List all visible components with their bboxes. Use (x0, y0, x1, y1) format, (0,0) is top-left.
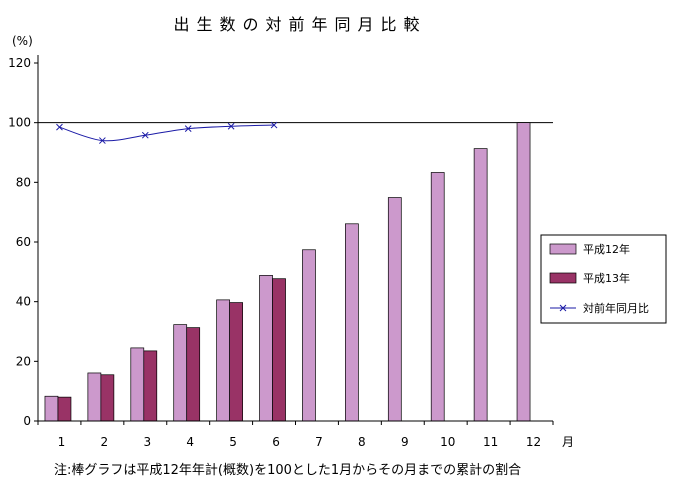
chart-title: 出生数の対前年同月比較 (173, 15, 426, 34)
x-tick-label: 2 (101, 435, 109, 449)
bar-heisei12-month-12 (516, 122, 531, 422)
y-tick-labels: 0 20 40 60 80 100 120 (8, 56, 31, 428)
legend-label-heisei13: 平成13年 (583, 271, 630, 285)
bar-heisei12-month-7 (302, 249, 316, 422)
y-tick-label: 80 (16, 175, 31, 189)
x-tick-label: 8 (358, 435, 366, 449)
x-tick-label: 5 (229, 435, 237, 449)
y-axis-unit: (%) (12, 34, 33, 48)
x-axis-unit: 月 (562, 435, 574, 449)
ratio-line-series (56, 121, 278, 144)
bars (44, 122, 531, 422)
y-tick-label: 120 (8, 56, 31, 70)
bar-heisei12-month-9 (387, 197, 402, 422)
bar-heisei12-month-1 (44, 395, 59, 422)
x-tick-label: 12 (526, 435, 541, 449)
bar-heisei13-month-6 (272, 278, 286, 422)
bar-heisei13-month-4 (186, 327, 201, 422)
ratio-marker-month-2 (99, 137, 106, 144)
ratio-marker-month-5 (227, 122, 235, 130)
y-tick-label: 100 (8, 116, 31, 130)
x-tick-label: 4 (186, 435, 194, 449)
legend-swatch-heisei13 (549, 272, 577, 284)
ratio-marker-month-6 (270, 121, 278, 129)
legend-swatch-heisei12 (549, 243, 577, 255)
bar-heisei13-month-2 (100, 374, 115, 422)
bar-heisei12-month-5 (216, 299, 230, 422)
ratio-marker-month-4 (184, 125, 192, 132)
x-tick-label: 10 (440, 435, 455, 449)
x-tick-label: 1 (58, 435, 66, 449)
bar-heisei13-month-1 (57, 396, 72, 422)
bar-heisei12-month-3 (130, 347, 145, 422)
bar-heisei12-month-11 (473, 148, 488, 422)
bar-heisei12-month-2 (87, 372, 102, 422)
y-tick-label: 60 (16, 235, 31, 249)
x-tick-label: 3 (143, 435, 151, 449)
ratio-marker-month-1 (56, 123, 63, 131)
bar-heisei12-month-8 (345, 223, 359, 422)
chart-footnote: 注:棒グラフは平成12年年計(概数)を100とした1月からその月までの累計の割合 (54, 462, 521, 478)
ratio-line (59, 124, 275, 142)
axes (34, 55, 554, 425)
bar-heisei12-month-4 (173, 324, 188, 422)
x-tick-label: 7 (315, 435, 323, 449)
x-tick-labels: 1 2 3 4 5 6 7 8 9 10 11 12 (58, 435, 542, 449)
x-tick-label: 11 (483, 435, 498, 449)
bar-heisei12-month-6 (259, 275, 273, 422)
y-tick-label: 20 (16, 354, 31, 368)
legend-swatch-ratio-line (550, 304, 576, 312)
legend: 平成12年 平成13年 対前年同月比 (540, 234, 667, 324)
bar-heisei13-month-5 (229, 302, 243, 422)
x-tick-label: 9 (401, 435, 409, 449)
legend-line-marker (559, 304, 567, 312)
bar-heisei13-month-3 (143, 350, 158, 422)
legend-label-heisei12: 平成12年 (583, 242, 630, 256)
ratio-marker-month-3 (141, 131, 149, 139)
x-tick-label: 6 (272, 435, 280, 449)
y-tick-label: 0 (23, 414, 31, 428)
legend-label-ratio: 対前年同月比 (583, 301, 649, 315)
y-tick-label: 40 (16, 295, 31, 309)
bar-heisei12-month-10 (430, 172, 445, 422)
